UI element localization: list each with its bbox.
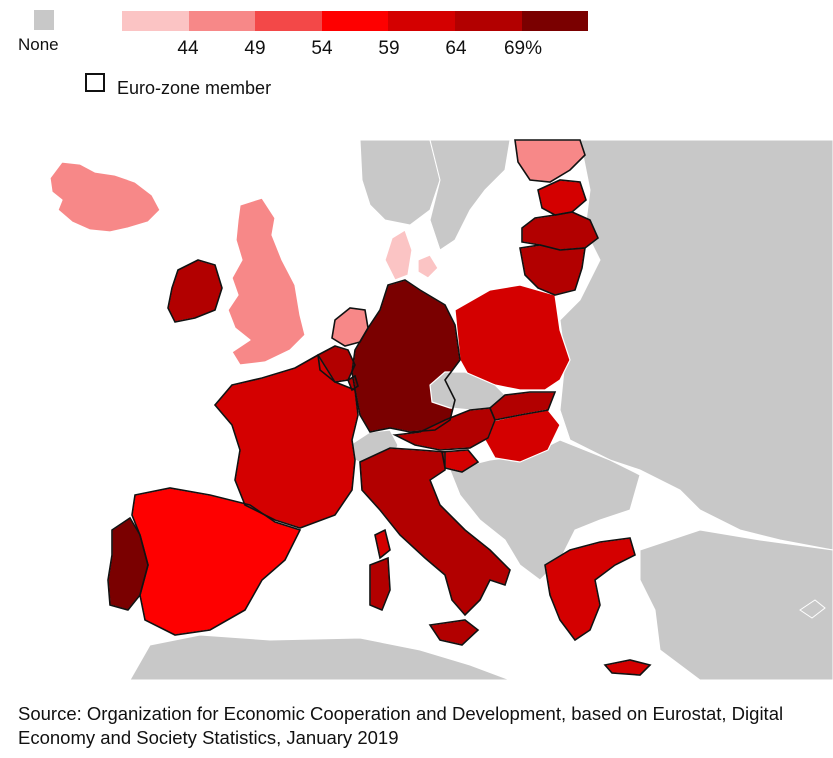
ramp-segment	[321, 11, 389, 31]
france-euro-outline	[213, 353, 359, 529]
iceland	[49, 161, 161, 233]
color-ramp	[122, 11, 589, 31]
austria-euro-outline	[392, 407, 496, 451]
ramp-segment	[255, 11, 322, 31]
ramp-segment	[521, 11, 589, 31]
legend-tick: 49	[244, 38, 266, 59]
no-data-label: None	[18, 35, 59, 54]
north-africa-land	[129, 634, 511, 680]
finland	[514, 139, 586, 183]
poland	[454, 284, 571, 391]
slovakia-euro-outline	[489, 391, 557, 421]
sweden-land	[429, 139, 511, 251]
legend-tick: 64	[445, 38, 467, 59]
norway-land	[359, 139, 441, 226]
euro-zone-outlines	[107, 139, 652, 676]
greece-euro-outline	[544, 537, 652, 676]
greece	[544, 537, 651, 676]
ramp-segment	[388, 11, 455, 31]
ramp-segment	[188, 11, 256, 31]
eastern-europe-land	[559, 139, 833, 551]
legend-tick: 44	[177, 38, 199, 59]
estonia-euro-outline	[537, 179, 587, 216]
germany	[351, 279, 461, 433]
lithuania-euro-outline	[519, 244, 586, 296]
ireland-euro-outline	[167, 259, 223, 323]
denmark	[384, 229, 439, 281]
corsica-euro-outline	[374, 528, 391, 560]
ramp-segment	[122, 11, 189, 31]
finland-euro-outline	[514, 139, 586, 183]
legend-tick: 69%	[503, 38, 543, 59]
legend-tick: 54	[311, 38, 333, 59]
legend-tick: 59	[378, 38, 400, 59]
source-note: Source: Organization for Economic Cooper…	[18, 703, 784, 748]
latvia-euro-outline	[521, 211, 599, 251]
turkey-land	[639, 529, 833, 680]
portugal-euro-outline	[107, 516, 149, 611]
cyprus-land	[799, 599, 826, 619]
euro-zone-label: Euro-zone member	[117, 78, 272, 98]
uk	[227, 197, 306, 366]
italy-euro-outline	[359, 447, 511, 646]
ramp-segment	[454, 11, 522, 31]
background-land	[129, 139, 833, 680]
countries	[49, 139, 651, 676]
europe-choropleth-map	[49, 139, 833, 680]
ireland	[167, 259, 223, 323]
map-legend: None 44 49 54 59 64 69% Euro-zone member	[0, 0, 833, 110]
no-data-swatch	[34, 10, 54, 30]
euro-zone-swatch	[85, 73, 105, 92]
